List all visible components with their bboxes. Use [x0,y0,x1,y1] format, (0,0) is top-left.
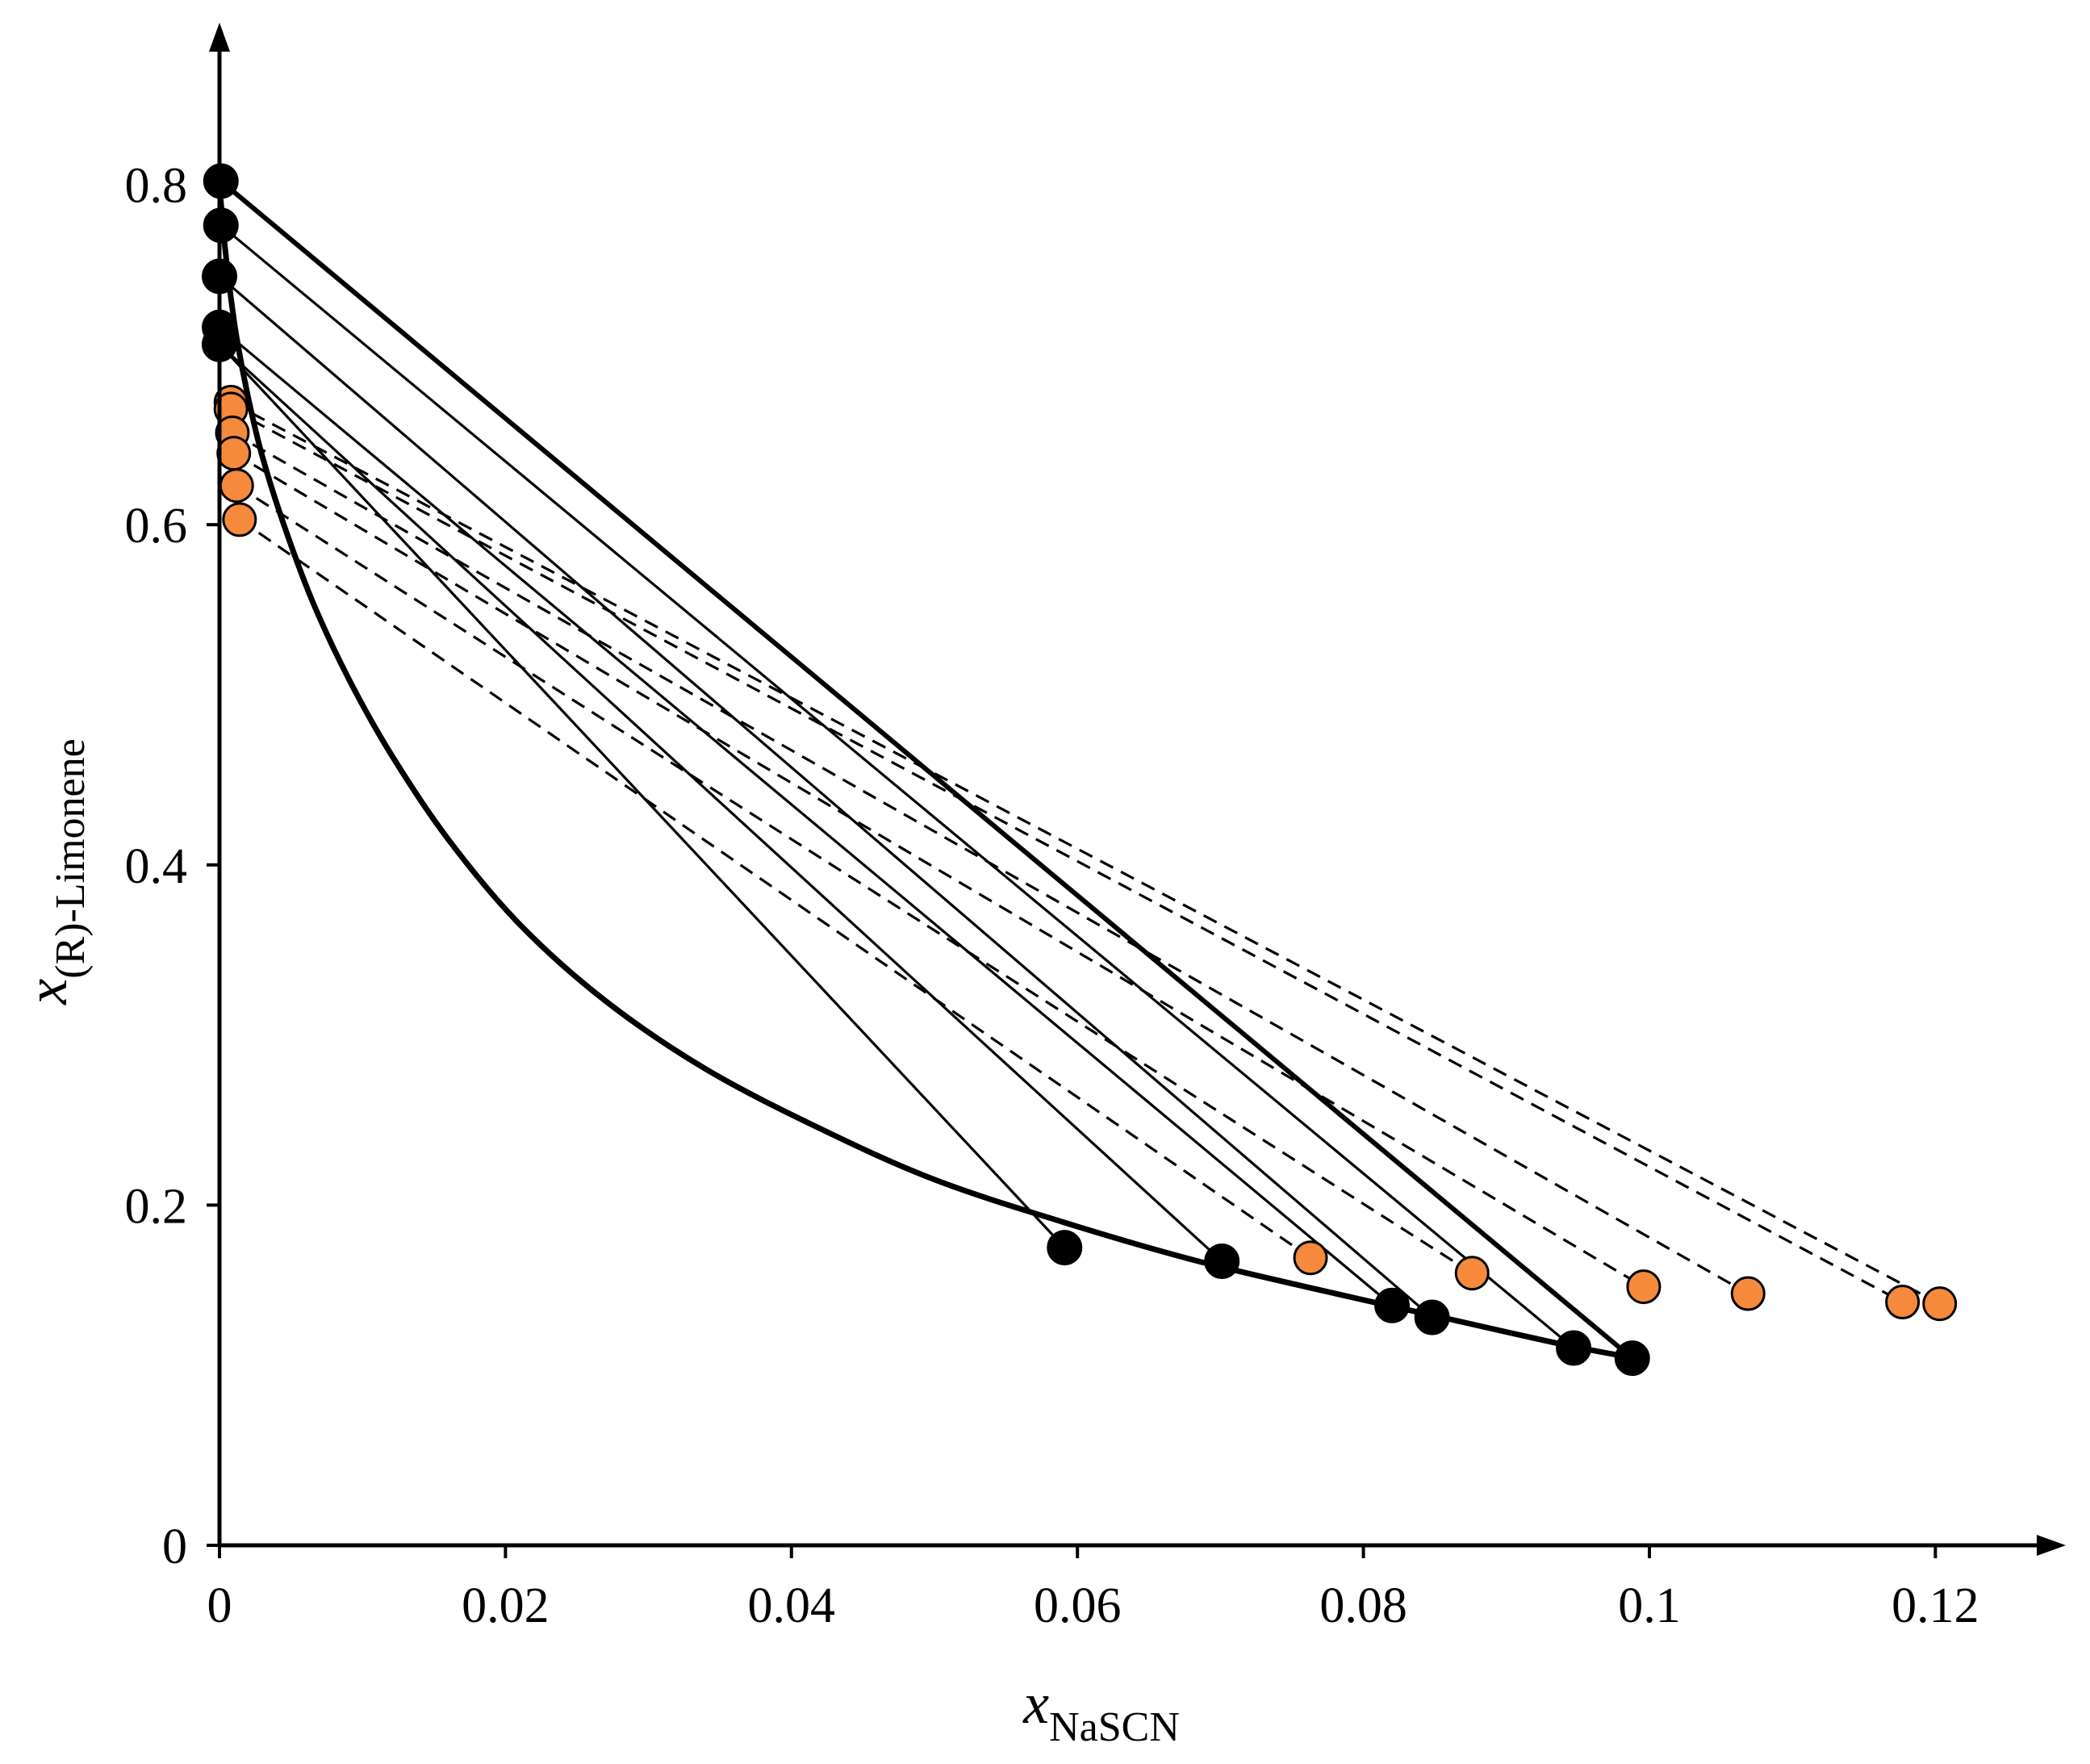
x-ticks: 0 0.02 0.04 0.06 0.08 0.1 0.12 [207,1545,1979,1633]
tie-line-dashed [230,408,1904,1303]
black-data-point [1374,1287,1411,1323]
orange-data-point [1626,1269,1662,1305]
x-tick-label: 0.08 [1319,1578,1407,1633]
tie-line-solid [219,224,1575,1349]
orange-data-point [1922,1286,1958,1322]
x-axis-title: xNaSCN [1022,1671,1180,1750]
tielines-layer [218,179,1941,1361]
y-ticks: 0 0.2 0.4 0.6 0.8 [125,159,219,1574]
axes: 0 0.02 0.04 0.06 0.08 0.1 0.12 0 0.2 0.4 0.6 0.8 [125,23,2066,1633]
x-tick-label: 0.1 [1618,1578,1681,1633]
tie-line-solid [218,343,1066,1249]
x-tick-label: 0 [207,1578,232,1633]
binodal-layer [216,184,1636,1361]
x-tick-label: 0.06 [1034,1578,1122,1633]
binodal-curve [216,184,1636,1361]
tie-line-solid [218,343,1223,1263]
x-tick-label: 0.12 [1891,1578,1979,1633]
y-axis-title-main: x [15,979,79,1005]
black-data-point [1556,1330,1592,1366]
tie-line-solid [219,179,1634,1361]
y-tick-label: 0.6 [125,499,188,554]
y-axis-arrow [209,23,230,52]
points-layer [202,163,1958,1377]
tie-line-dashed [230,401,1941,1306]
black-data-point [1414,1299,1450,1336]
orange-data-point [1293,1240,1328,1276]
black-data-point [1047,1230,1083,1266]
x-tick-label: 0.04 [748,1578,836,1633]
y-tick-label: 0.4 [125,839,188,894]
orange-data-point [1730,1276,1766,1311]
y-tick-label: 0.8 [125,159,188,214]
y-tick-label: 0.2 [125,1179,188,1234]
tie-line-dashed [236,484,1473,1275]
tie-line-dashed [238,518,1311,1260]
tie-line-solid [218,275,1433,1319]
black-data-point [1614,1340,1650,1377]
y-axis-title-sub: (R)-Limonene [48,738,94,978]
x-axis-title-main: x [1022,1671,1049,1736]
x-axis-arrow [2037,1535,2066,1556]
plot-area [202,163,1958,1377]
orange-data-point [1885,1285,1921,1320]
x-axis-title-sub: NaSCN [1049,1704,1180,1750]
y-axis-title: x(R)-Limonene [15,738,94,1005]
orange-data-point [219,468,254,504]
orange-data-point [222,502,257,537]
tie-line-dashed [232,452,1645,1288]
orange-data-point [216,436,252,471]
x-tick-label: 0.02 [462,1578,550,1633]
orange-data-point [1454,1256,1490,1291]
y-tick-label: 0 [162,1519,187,1574]
tie-line-solid [218,326,1394,1307]
black-data-point [1204,1243,1240,1279]
